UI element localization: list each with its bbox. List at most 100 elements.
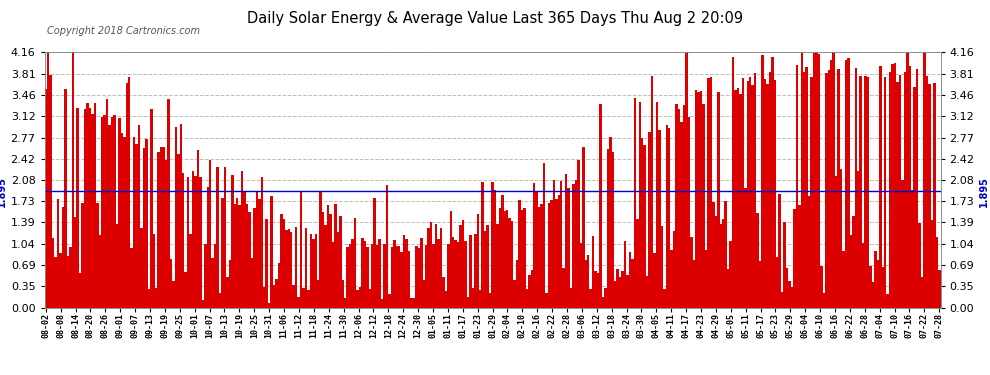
Bar (356, 290, 358, 308)
Bar (99, 235, 101, 308)
Bar (702, 104, 705, 308)
Bar (771, 57, 773, 308)
Bar (823, 293, 825, 308)
Bar (852, 216, 854, 308)
Bar (445, 291, 447, 308)
Bar (655, 102, 658, 308)
Bar (931, 220, 934, 308)
Bar (79, 273, 81, 308)
Bar (255, 192, 258, 308)
Bar (644, 146, 645, 308)
Bar (47, 53, 50, 308)
Bar (413, 298, 415, 307)
Bar (438, 239, 440, 308)
Bar (698, 92, 700, 308)
Bar (443, 277, 445, 308)
Bar (273, 285, 275, 308)
Bar (162, 147, 164, 308)
Bar (806, 67, 808, 308)
Bar (330, 214, 332, 308)
Bar (199, 177, 202, 308)
Bar (351, 239, 353, 308)
Bar (582, 147, 584, 308)
Bar (101, 117, 104, 308)
Bar (89, 108, 91, 308)
Bar (398, 246, 401, 308)
Bar (207, 187, 209, 308)
Bar (921, 277, 924, 308)
Bar (906, 53, 909, 308)
Bar (904, 72, 906, 308)
Bar (452, 237, 454, 308)
Bar (209, 160, 212, 308)
Bar (56, 199, 59, 308)
Bar (632, 260, 634, 308)
Bar (562, 268, 565, 308)
Bar (108, 126, 111, 308)
Bar (816, 53, 818, 308)
Bar (536, 191, 538, 308)
Bar (557, 195, 560, 308)
Bar (629, 252, 632, 308)
Bar (373, 198, 376, 308)
Bar (627, 275, 629, 308)
Bar (226, 277, 229, 308)
Bar (489, 292, 491, 308)
Bar (150, 109, 152, 308)
Bar (914, 87, 916, 308)
Bar (565, 174, 567, 308)
Bar (297, 297, 300, 307)
Bar (801, 53, 803, 308)
Bar (828, 70, 830, 308)
Bar (300, 190, 302, 308)
Bar (690, 237, 693, 308)
Bar (479, 291, 481, 308)
Bar (428, 228, 430, 308)
Bar (589, 289, 592, 308)
Bar (138, 125, 141, 308)
Bar (84, 109, 86, 307)
Bar (754, 73, 756, 308)
Bar (840, 169, 842, 308)
Bar (405, 239, 408, 308)
Bar (462, 220, 464, 308)
Bar (104, 115, 106, 308)
Bar (371, 244, 373, 308)
Bar (76, 108, 79, 308)
Bar (879, 66, 881, 308)
Bar (560, 182, 562, 308)
Bar (580, 243, 582, 308)
Bar (363, 241, 366, 308)
Bar (808, 196, 811, 308)
Bar (637, 219, 639, 308)
Bar (665, 125, 668, 308)
Bar (768, 72, 771, 308)
Text: Daily Solar Energy & Average Value Last 365 Days Thu Aug 2 20:09: Daily Solar Energy & Average Value Last … (247, 11, 743, 26)
Bar (315, 234, 317, 308)
Bar (312, 238, 315, 308)
Bar (179, 124, 182, 308)
Bar (842, 251, 844, 308)
Bar (74, 217, 76, 308)
Bar (617, 269, 619, 308)
Bar (396, 246, 398, 308)
Bar (720, 224, 722, 308)
Bar (433, 244, 435, 308)
Bar (182, 173, 184, 308)
Bar (476, 214, 479, 308)
Bar (707, 78, 710, 308)
Bar (430, 222, 433, 308)
Bar (543, 163, 545, 308)
Bar (604, 288, 607, 308)
Bar (353, 217, 356, 308)
Bar (346, 247, 348, 308)
Bar (763, 79, 766, 308)
Bar (811, 76, 813, 308)
Bar (368, 289, 371, 308)
Bar (788, 281, 791, 308)
Bar (244, 192, 246, 308)
Bar (335, 204, 337, 308)
Bar (457, 242, 459, 308)
Bar (501, 195, 504, 308)
Bar (275, 279, 278, 308)
